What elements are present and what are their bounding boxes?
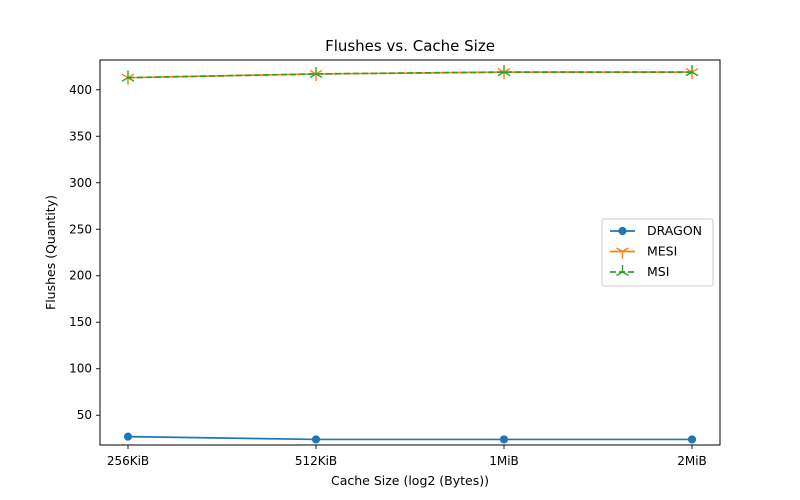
series-msi-point-marker [309, 66, 323, 79]
y-axis-label: Flushes (Quantity) [43, 195, 58, 310]
legend-msi-point-marker [616, 265, 629, 277]
legend-item-dragon: DRAGON [610, 223, 702, 238]
series-dragon-line [127, 435, 692, 441]
y-tick-label: 250 [69, 222, 92, 236]
legend-item-msi: MSI [610, 264, 669, 279]
legend-item-mesi: MESI [610, 244, 677, 259]
series-dragon-point-marker [311, 435, 321, 444]
series-dragon [123, 432, 697, 444]
legend-label-dragon: DRAGON [647, 223, 702, 238]
series-msi-point-marker [685, 65, 699, 77]
plot-frame [99, 59, 721, 446]
chart-title: Flushes vs. Cache Size [325, 37, 495, 55]
y-tick-label: 200 [69, 269, 92, 283]
series-msi-point-marker [497, 65, 511, 77]
series-dragon-point-marker [123, 432, 133, 441]
legend-box [601, 218, 714, 287]
legend-dragon-point-marker [618, 226, 627, 236]
series-msi-line [127, 71, 692, 79]
series-dragon-point-marker [687, 435, 697, 444]
y-tick-label: 300 [69, 176, 92, 190]
y-tick-label: 400 [69, 83, 92, 97]
plot-area [121, 65, 699, 444]
x-tick-label: 256KiB [107, 454, 149, 468]
x-tick-label: 512KiB [295, 454, 337, 468]
series-dragon-point-marker [499, 435, 509, 444]
y-axis: 50 100 150 200 250 300 350 400 [69, 83, 100, 422]
y-tick-label: 350 [69, 129, 92, 143]
legend-label-mesi: MESI [647, 244, 677, 259]
x-tick-label: 2MiB [677, 454, 707, 468]
y-tick-label: 150 [69, 315, 92, 329]
x-axis: 256KiB 512KiB 1MiB 2MiB [107, 445, 707, 468]
x-axis-label: Cache Size (log2 (Bytes)) [331, 473, 489, 488]
legend: DRAGON MESI MSI [601, 218, 714, 287]
series-mesi-point-marker [497, 67, 511, 80]
x-tick-label: 1MiB [489, 454, 519, 468]
legend-label-msi: MSI [647, 264, 669, 279]
series-msi [121, 65, 699, 82]
y-tick-label: 50 [77, 408, 92, 422]
legend-mesi-point-marker [616, 247, 629, 259]
series-msi-point-marker [121, 70, 135, 82]
y-tick-label: 100 [69, 362, 92, 376]
